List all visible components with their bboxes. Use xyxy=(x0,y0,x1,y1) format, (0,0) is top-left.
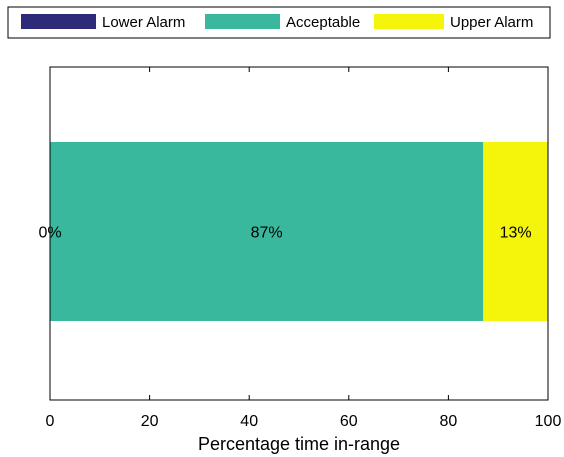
legend-swatch-lower-alarm xyxy=(21,14,96,29)
legend-label-acceptable: Acceptable xyxy=(286,14,360,31)
x-tick-label: 60 xyxy=(340,413,358,430)
x-tick-label: 80 xyxy=(440,413,458,430)
axes-box xyxy=(49,66,549,401)
x-tick-label: 20 xyxy=(141,413,159,430)
legend-swatch-acceptable xyxy=(205,14,280,29)
x-axis-title: Percentage time in-range xyxy=(198,434,400,454)
legend-swatch-upper-alarm xyxy=(374,14,444,29)
x-tick-label: 100 xyxy=(535,413,562,430)
x-tick-label: 40 xyxy=(240,413,258,430)
legend-label-lower-alarm: Lower Alarm xyxy=(102,14,185,31)
bar-upper-alarm xyxy=(483,142,548,321)
bar-acceptable xyxy=(50,142,484,321)
data-label-acceptable: 87% xyxy=(251,225,283,242)
data-label-upper-alarm: 13% xyxy=(500,225,532,242)
legend: Lower Alarm Acceptable Upper Alarm xyxy=(7,6,551,39)
legend-label-upper-alarm: Upper Alarm xyxy=(450,14,533,31)
plot-area: 0% 87% 13% 0 20 40 60 80 100 Percentage time in… xyxy=(38,66,562,454)
x-tick-label: 0 xyxy=(46,413,55,430)
